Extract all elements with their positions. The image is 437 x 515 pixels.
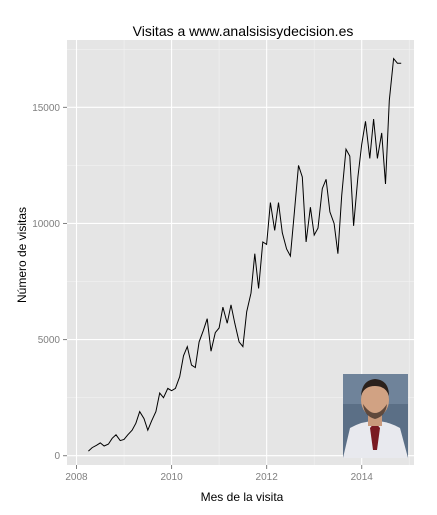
- y-tick-label: 15000: [32, 103, 60, 114]
- x-tick-label: 2012: [256, 472, 279, 483]
- y-axis-title: Número de visitas: [15, 207, 29, 303]
- y-tick-label: 5000: [38, 335, 61, 346]
- x-tick-label: 2014: [351, 472, 374, 483]
- author-photo: [343, 374, 408, 458]
- chart-title: Visitas a www.analsisisydecision.es: [133, 23, 354, 39]
- x-axis: 2008 2010 2012 2014: [65, 465, 373, 483]
- x-tick-label: 2008: [65, 472, 88, 483]
- x-axis-title: Mes de la visita: [201, 490, 284, 504]
- series-line: [88, 57, 402, 452]
- y-tick-label: 10000: [32, 219, 60, 230]
- y-tick-label: 0: [54, 451, 60, 462]
- major-gridlines: [67, 40, 414, 465]
- y-axis: 0 5000 10000 15000: [32, 103, 67, 462]
- x-tick-label: 2010: [160, 472, 183, 483]
- minor-gridlines: [67, 40, 414, 465]
